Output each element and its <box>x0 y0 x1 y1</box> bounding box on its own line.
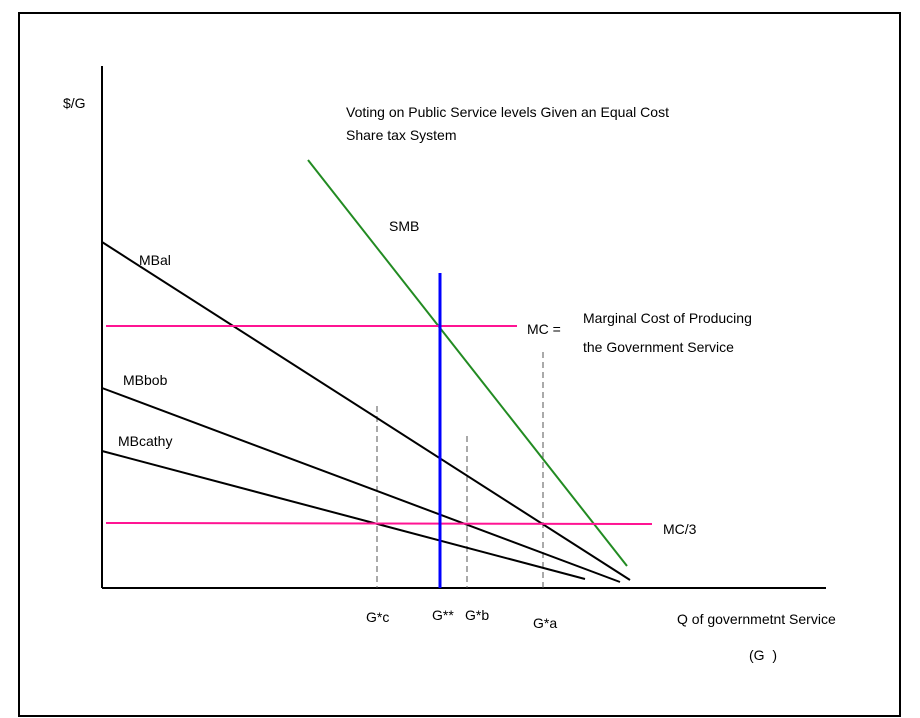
x-axis-unit: (G ) <box>749 647 777 663</box>
mb-bob-line <box>101 387 621 583</box>
mc-label: MC = <box>527 321 561 337</box>
y-axis-label: $/G <box>63 95 86 111</box>
mb-bob-label: MBbob <box>123 372 168 388</box>
mc-desc-line-2: the Government Service <box>583 339 734 355</box>
x-axis-label: Q of governmetnt Service <box>677 611 836 627</box>
frame <box>18 12 901 717</box>
mb-al-label: MBal <box>139 252 171 268</box>
mc-desc-line-1: Marginal Cost of Producing <box>583 310 752 326</box>
tick-g-a: G*a <box>533 615 557 631</box>
smb-label: SMB <box>389 218 419 234</box>
tick-g-star-star: G** <box>432 607 454 623</box>
mc3-line <box>105 522 653 525</box>
mb-al-line <box>101 241 631 581</box>
smb-line <box>307 159 628 567</box>
mc3-label: MC/3 <box>663 521 697 537</box>
title-line-2: Share tax System <box>346 127 457 143</box>
tick-g-c: G*c <box>366 609 389 625</box>
mb-cathy-label: MBcathy <box>118 433 172 449</box>
tick-g-b: G*b <box>465 607 489 623</box>
title-line-1: Voting on Public Service levels Given an… <box>346 104 669 120</box>
mb-cathy-line <box>101 450 586 580</box>
